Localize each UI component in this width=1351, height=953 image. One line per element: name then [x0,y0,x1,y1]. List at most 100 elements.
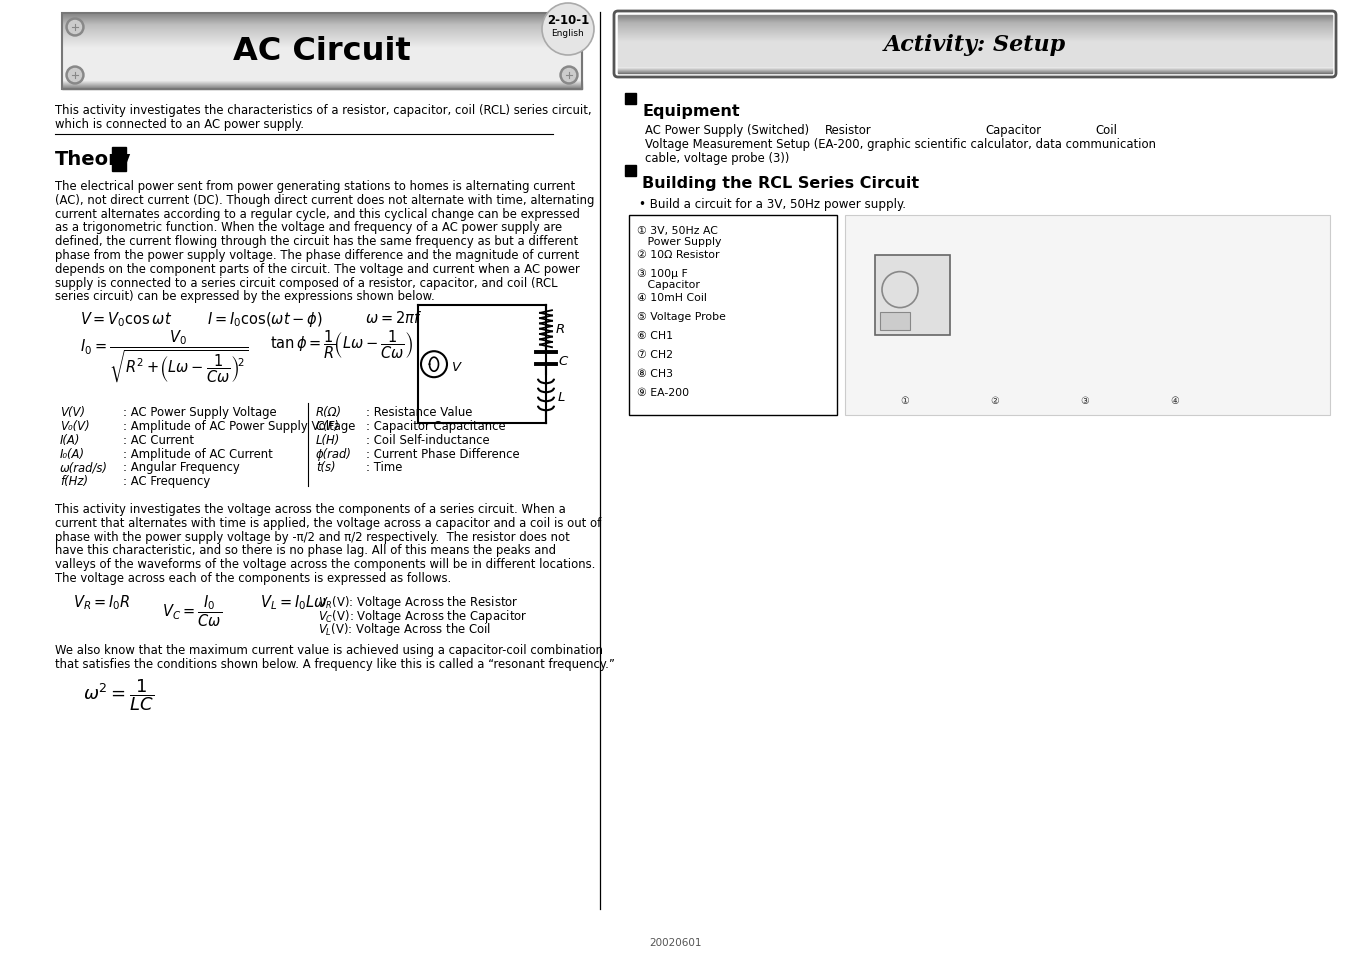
Bar [62,21,582,22]
Text: $V_L\mathrm{(V)}$: Voltage Across the Coil: $V_L\mathrm{(V)}$: Voltage Across the Co… [317,620,492,638]
Text: phase with the power supply voltage by -π/2 and π/2 respectively.  The resistor : phase with the power supply voltage by -… [55,530,570,543]
Bar [62,85,582,86]
Bar [62,52,582,53]
Bar [62,88,582,89]
Text: valleys of the waveforms of the voltage across the components will be in differe: valleys of the waveforms of the voltage … [55,558,596,571]
Text: R: R [557,323,565,335]
Bar [62,36,582,37]
Bar [617,17,1332,18]
Circle shape [69,70,81,82]
Text: ② 10Ω Resistor: ② 10Ω Resistor [638,250,720,259]
Bar [617,45,1332,46]
Bar [617,68,1332,69]
Bar [62,70,582,71]
Bar [62,25,582,26]
Bar [617,65,1332,66]
Text: I₀(A): I₀(A) [59,447,85,460]
Text: The electrical power sent from power generating stations to homes is alternating: The electrical power sent from power gen… [55,180,576,193]
Bar [62,55,582,56]
Bar [617,52,1332,53]
Bar [617,57,1332,58]
Text: AC Power Supply (Switched): AC Power Supply (Switched) [644,124,809,137]
Bar [617,66,1332,67]
Bar [617,55,1332,56]
Bar [62,87,582,88]
Circle shape [562,70,576,82]
Bar [617,49,1332,50]
Bar [62,40,582,41]
Text: ⑨ EA-200: ⑨ EA-200 [638,387,689,397]
Bar [62,58,582,59]
Bar [617,70,1332,71]
Bar [617,26,1332,27]
Text: : Amplitude of AC Current: : Amplitude of AC Current [123,447,273,460]
Bar [617,44,1332,45]
Bar [617,22,1332,23]
Bar [844,215,1329,416]
Bar [62,63,582,64]
Bar [62,77,582,78]
Bar [62,56,582,57]
Bar [875,255,950,335]
Text: have this characteristic, and so there is no phase lag. All of this means the pe: have this characteristic, and so there i… [55,544,557,557]
Text: ⑧ CH3: ⑧ CH3 [638,368,673,378]
Text: ②: ② [990,395,1000,405]
Bar [62,53,582,54]
Bar [62,54,582,55]
Text: $I_0 = \dfrac{V_0}{\sqrt{R^2+\!\left(L\omega - \dfrac{1}{C\omega}\right)^{\!2}}}: $I_0 = \dfrac{V_0}{\sqrt{R^2+\!\left(L\o… [80,328,249,384]
Bar [62,66,582,67]
Bar [62,19,582,20]
Circle shape [66,67,84,85]
Bar [62,20,582,21]
Bar [62,82,582,83]
Text: Theory: Theory [55,150,131,169]
Text: This activity investigates the voltage across the components of a series circuit: This activity investigates the voltage a… [55,502,566,516]
Text: : AC Power Supply Voltage: : AC Power Supply Voltage [123,406,277,418]
Bar [112,148,126,172]
Text: ④ 10mH Coil: ④ 10mH Coil [638,293,707,302]
Bar [617,41,1332,42]
Text: f(Hz): f(Hz) [59,475,88,488]
Text: $V_C\mathrm{(V)}$: Voltage Across the Capacitor: $V_C\mathrm{(V)}$: Voltage Across the Ca… [317,607,527,624]
Text: as a trigonometric function. When the voltage and frequency of a AC power supply: as a trigonometric function. When the vo… [55,221,562,234]
Bar [617,58,1332,59]
Text: C(F): C(F) [316,419,340,433]
Text: V(V): V(V) [59,406,85,418]
Bar [617,23,1332,24]
Circle shape [542,4,594,56]
Text: that satisfies the conditions shown below. A frequency like this is called a “re: that satisfies the conditions shown belo… [55,657,615,670]
Bar [617,29,1332,30]
Bar [62,89,582,90]
Bar [617,67,1332,68]
Text: Capacitor: Capacitor [638,279,700,290]
Bar [62,41,582,42]
Text: $V_C = \dfrac{I_0}{C\omega}$: $V_C = \dfrac{I_0}{C\omega}$ [162,593,222,628]
Text: R(Ω): R(Ω) [316,406,342,418]
Bar [617,19,1332,20]
Text: V₀(V): V₀(V) [59,419,89,433]
Text: $I = I_0\cos(\omega t - \phi)$: $I = I_0\cos(\omega t - \phi)$ [207,310,323,329]
Text: $\tan\phi = \dfrac{1}{R}\!\left(L\omega - \dfrac{1}{C\omega}\right)$: $\tan\phi = \dfrac{1}{R}\!\left(L\omega … [270,328,413,360]
Bar [617,59,1332,60]
Bar [617,61,1332,62]
Bar [62,14,582,15]
Text: $V_L = I_0L\omega$: $V_L = I_0L\omega$ [259,593,327,612]
Bar [62,75,582,76]
Bar [617,37,1332,38]
Text: L: L [558,391,565,403]
Text: Capacitor: Capacitor [985,124,1042,137]
Bar [617,40,1332,41]
Bar [62,18,582,19]
Bar [617,32,1332,33]
Circle shape [561,19,578,37]
Text: defined, the current flowing through the circuit has the same frequency as but a: defined, the current flowing through the… [55,235,578,248]
Text: ϕ(rad): ϕ(rad) [316,447,351,460]
Bar [62,57,582,58]
Bar [617,48,1332,49]
Bar [62,42,582,43]
Bar [617,38,1332,39]
Circle shape [69,22,81,34]
Text: 2-10-1: 2-10-1 [547,14,589,28]
Text: Activity: Setup: Activity: Setup [884,34,1066,56]
Text: (AC), not direct current (DC). Though direct current does not alternate with tim: (AC), not direct current (DC). Though di… [55,193,594,207]
